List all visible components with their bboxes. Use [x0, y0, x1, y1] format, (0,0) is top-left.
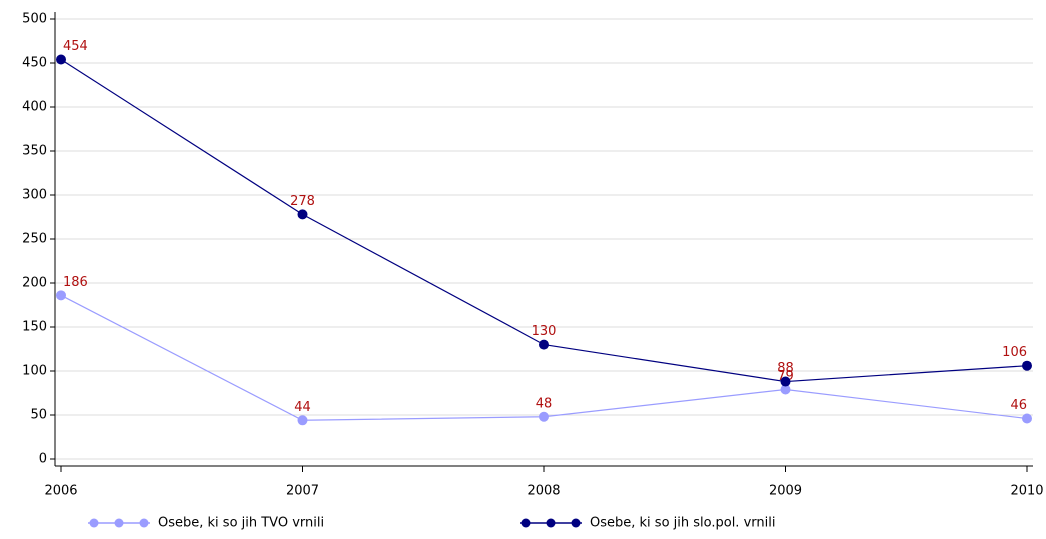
data-point: [539, 411, 549, 422]
y-tick-label: 450: [22, 56, 47, 71]
data-point: [297, 209, 308, 220]
legend-marker: [571, 518, 581, 528]
y-tick-label: 350: [22, 144, 47, 159]
data-label: 186: [63, 275, 88, 290]
data-label: 48: [536, 396, 553, 411]
data-point: [1022, 360, 1032, 371]
x-tick-label: 2006: [44, 484, 77, 499]
y-tick-label: 400: [22, 100, 47, 115]
x-tick-label: 2007: [286, 484, 319, 499]
data-point: [56, 54, 66, 65]
legend-marker: [521, 518, 531, 528]
y-tick-label: 200: [22, 276, 47, 291]
legend-label: Osebe, ki so jih TVO vrnili: [158, 516, 324, 531]
data-label: 46: [1010, 398, 1027, 413]
y-tick-label: 150: [22, 320, 47, 335]
legend-marker: [546, 518, 556, 528]
data-label: 106: [1002, 345, 1027, 360]
y-tick-label: 250: [22, 232, 47, 247]
data-label: 278: [290, 194, 315, 209]
data-point: [1022, 413, 1032, 424]
legend-marker: [139, 518, 149, 528]
x-tick-label: 2009: [769, 484, 802, 499]
legend-marker: [114, 518, 124, 528]
x-tick-label: 2008: [527, 484, 560, 499]
legend-label: Osebe, ki so jih slo.pol. vrnili: [590, 516, 775, 531]
data-point: [780, 384, 791, 395]
data-point: [539, 339, 549, 350]
y-tick-label: 50: [30, 408, 47, 423]
data-label: 88: [777, 361, 794, 376]
data-point: [56, 290, 66, 301]
legend-marker: [89, 518, 99, 528]
y-tick-label: 100: [22, 364, 47, 379]
y-tick-label: 500: [22, 12, 47, 27]
data-point: [297, 415, 308, 426]
data-label: 44: [294, 400, 311, 415]
data-label: 454: [63, 39, 88, 54]
data-point: [780, 376, 791, 387]
x-tick-label: 2010: [1010, 484, 1043, 499]
y-tick-label: 0: [39, 452, 47, 467]
data-label: 130: [532, 324, 557, 339]
y-tick-label: 300: [22, 188, 47, 203]
